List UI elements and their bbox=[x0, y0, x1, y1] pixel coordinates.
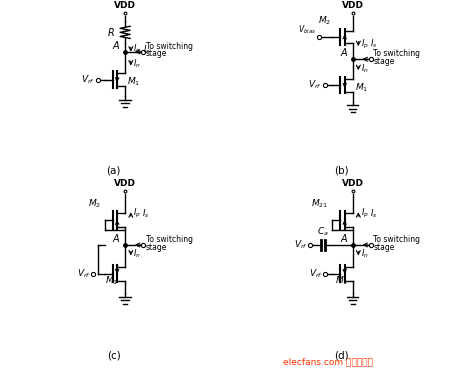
Text: $I_n$: $I_n$ bbox=[133, 248, 141, 260]
Text: $I_p$: $I_p$ bbox=[360, 207, 369, 220]
Text: $I_p$: $I_p$ bbox=[133, 207, 141, 220]
Text: $A$: $A$ bbox=[339, 46, 348, 58]
Text: stage: stage bbox=[146, 243, 167, 252]
Text: stage: stage bbox=[373, 243, 394, 252]
Text: To switching: To switching bbox=[146, 42, 192, 51]
Text: $V_{rf}$: $V_{rf}$ bbox=[308, 79, 322, 91]
Text: (d): (d) bbox=[334, 350, 349, 360]
Text: $V_{rf}$: $V_{rf}$ bbox=[77, 268, 91, 280]
Text: $I_p$: $I_p$ bbox=[360, 37, 369, 51]
Text: $V_{rf}$: $V_{rf}$ bbox=[81, 73, 95, 86]
Text: $I_s$: $I_s$ bbox=[142, 208, 150, 220]
Text: $I_n$: $I_n$ bbox=[133, 57, 141, 70]
Text: (b): (b) bbox=[334, 166, 349, 176]
Text: $I_s$: $I_s$ bbox=[369, 38, 377, 50]
Text: stage: stage bbox=[146, 49, 167, 58]
Text: $M_2$: $M_2$ bbox=[318, 14, 331, 27]
Text: To switching: To switching bbox=[146, 235, 192, 244]
Text: $A$: $A$ bbox=[112, 39, 121, 51]
Text: VDD: VDD bbox=[342, 179, 364, 188]
Text: $M_2$: $M_2$ bbox=[88, 198, 101, 210]
Text: $V_{bias}$: $V_{bias}$ bbox=[298, 24, 316, 36]
Text: VDD: VDD bbox=[342, 1, 364, 10]
Text: $I_s$: $I_s$ bbox=[369, 208, 377, 220]
Text: VDD: VDD bbox=[114, 179, 136, 188]
Text: $I_n$: $I_n$ bbox=[360, 248, 369, 260]
Text: To switching: To switching bbox=[373, 235, 420, 244]
Text: $V_{rf}$: $V_{rf}$ bbox=[309, 268, 323, 280]
Text: $M_1$: $M_1$ bbox=[355, 82, 368, 94]
Text: $V_{rf}$: $V_{rf}$ bbox=[293, 239, 308, 251]
Text: VDD: VDD bbox=[114, 1, 136, 10]
Text: To switching: To switching bbox=[373, 49, 420, 58]
Text: (a): (a) bbox=[106, 166, 121, 176]
Text: stage: stage bbox=[373, 57, 394, 66]
Text: $I_s$: $I_s$ bbox=[142, 43, 150, 55]
Text: (c): (c) bbox=[107, 350, 121, 360]
Text: elecfans.com 电子发烧友: elecfans.com 电子发烧友 bbox=[283, 357, 373, 366]
Text: $A$: $A$ bbox=[112, 232, 121, 244]
Text: $I_n$: $I_n$ bbox=[360, 62, 369, 75]
Text: $I_p$: $I_p$ bbox=[133, 43, 141, 56]
Text: $M_{21}$: $M_{21}$ bbox=[312, 198, 329, 210]
Text: $M_1$: $M_1$ bbox=[105, 275, 118, 287]
Text: $M_1$: $M_1$ bbox=[127, 75, 141, 88]
Text: $A$: $A$ bbox=[339, 232, 348, 244]
Text: $M_1$: $M_1$ bbox=[335, 275, 348, 287]
Text: $C_a$: $C_a$ bbox=[317, 226, 329, 238]
Text: $R$: $R$ bbox=[107, 26, 115, 38]
